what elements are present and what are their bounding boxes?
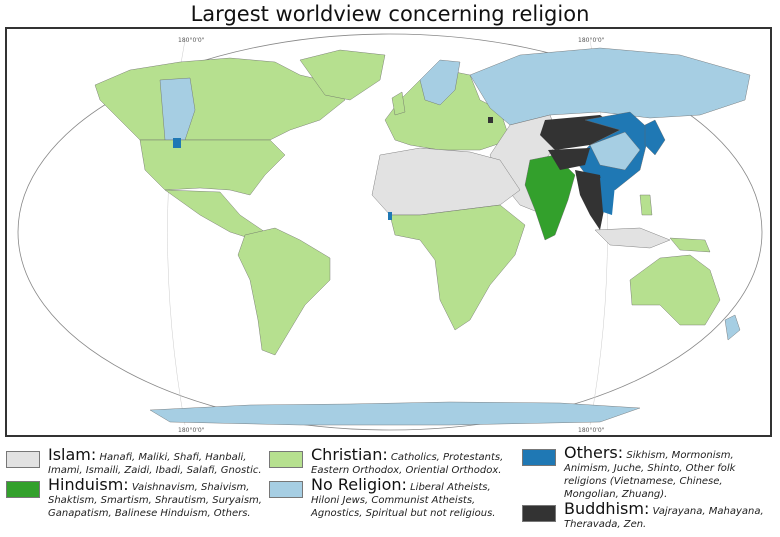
region-uk [391,91,406,116]
legend-name: Christian: [311,445,388,464]
legend-name: Islam: [48,445,97,464]
legend-name: Buddhism: [564,499,650,518]
legend-item-no-religion: No Religion: Liberal Atheists, Hiloni Je… [269,475,514,520]
legend-desc: Vajrayana, Mahayana, Theravada, Zen. [564,506,764,530]
region-sub-saharan-africa [389,204,526,331]
legend-item-islam: Islam: Hanafi, Maliki, Shafi, Hanbali, I… [6,445,266,477]
region-south-america [237,227,331,356]
map-title: Largest worldview concerning religion [190,2,590,26]
region-armenia-buddhism-kalmykia [488,117,493,123]
legend-desc: Vaishnavism, Shaivism, Shaktism, Smartis… [48,482,262,519]
region-vietnam-others [600,178,615,215]
region-tibet-buddhism [548,148,590,170]
region-greenland [299,49,386,101]
legend: Islam: Hanafi, Maliki, Shafi, Hanbali, I… [0,444,780,537]
legend-item-christian: Christian: Catholics, Protestants, Easte… [269,445,514,477]
region-new-guinea [669,237,711,253]
region-guinea-bissau-others [388,212,392,220]
legend-swatch [269,481,303,498]
region-scandinavia-noreligion [419,59,461,106]
legend-swatch [6,481,40,498]
graticule-label: 180°0'0" [178,37,205,44]
legend-name: Hinduism: [48,475,129,494]
region-utah-others [173,138,181,148]
region-china-noreligion [589,131,641,171]
legend-item-hinduism: Hinduism: Vaishnavism, Shaivism, Shaktis… [6,475,266,520]
region-australia [629,254,721,326]
legend-desc: Catholics, Protestants, Eastern Orthodox… [311,452,504,476]
region-canada-west-noreligion [159,77,196,141]
legend-desc: Hanafi, Maliki, Shafi, Hanbali, Imami, I… [48,452,262,476]
region-korea-japan-others [644,119,666,156]
legend-item-buddhism: Buddhism: Vajrayana, Mahayana, Theravada… [522,499,774,531]
world-map [17,33,763,431]
legend-swatch [522,505,556,522]
graticule-label: 180°0'0" [578,427,605,434]
region-indonesia-islam [594,227,671,249]
graticule-label: 180°0'0" [578,37,605,44]
region-new-zealand [724,314,741,341]
graticule-label: 180°0'0" [178,427,205,434]
region-antarctica [149,401,641,426]
region-southeast-asia-buddhism [575,170,605,230]
legend-name: Others: [564,443,624,462]
region-philippines [639,194,653,216]
legend-swatch [269,451,303,468]
legend-swatch [522,449,556,466]
legend-desc: Sikhism, Mormonism, Animism, Juche, Shin… [564,450,736,500]
legend-swatch [6,451,40,468]
legend-name: No Religion: [311,475,407,494]
map-frame [5,27,772,437]
region-usa [139,139,286,196]
legend-item-others: Others: Sikhism, Mormonism, Animism, Juc… [522,443,774,501]
region-canada [94,57,346,141]
legend-desc: Liberal Atheists, Hiloni Jews, Communist… [311,482,496,519]
